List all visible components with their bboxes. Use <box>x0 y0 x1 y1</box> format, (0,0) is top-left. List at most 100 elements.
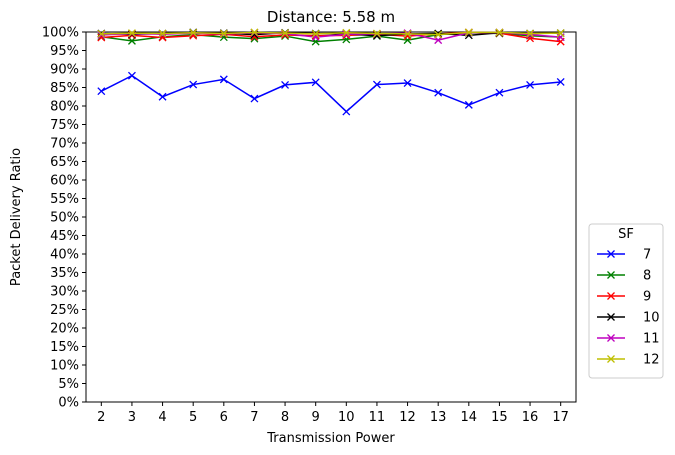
x-tick-label: 8 <box>281 410 289 425</box>
legend-item-11: 11 <box>597 332 660 347</box>
data-point <box>403 29 412 38</box>
series-9 <box>97 28 565 46</box>
data-point <box>342 30 351 39</box>
x-tick-label: 6 <box>220 410 228 425</box>
y-tick-label: 45% <box>50 229 79 244</box>
legend-swatch-marker <box>607 271 615 279</box>
legend-swatch-marker <box>607 355 615 363</box>
y-tick-label: 70% <box>50 137 79 152</box>
legend-item-8: 8 <box>597 269 651 284</box>
data-point <box>189 28 198 37</box>
x-tick-label: 3 <box>128 410 136 425</box>
y-tick-label: 50% <box>50 211 79 226</box>
data-point <box>403 79 412 88</box>
data-point <box>127 29 136 38</box>
data-point <box>372 29 381 38</box>
legend-label: 9 <box>643 290 651 305</box>
data-point <box>311 78 320 87</box>
y-tick-label: 100% <box>42 26 79 41</box>
data-point <box>434 30 443 39</box>
x-tick-label: 9 <box>312 410 320 425</box>
x-tick-label: 11 <box>369 410 386 425</box>
legend-item-12: 12 <box>597 353 660 368</box>
data-point <box>250 94 259 103</box>
legend-item-9: 9 <box>597 290 651 305</box>
x-tick-label: 15 <box>491 410 508 425</box>
data-point <box>311 33 320 42</box>
legend-item-10: 10 <box>597 311 660 326</box>
x-tick-label: 12 <box>399 410 416 425</box>
y-tick-label: 30% <box>50 285 79 300</box>
chart-title: Distance: 5.58 m <box>267 8 395 26</box>
x-tick-label: 10 <box>338 410 355 425</box>
y-axis-title: Packet Delivery Ratio <box>9 148 24 286</box>
data-point <box>526 30 535 39</box>
data-point <box>281 80 290 89</box>
legend-swatch-marker <box>607 292 615 300</box>
y-tick-label: 5% <box>58 377 79 392</box>
data-point <box>526 80 535 89</box>
x-tick-label: 4 <box>158 410 166 425</box>
y-tick-label: 90% <box>50 63 79 78</box>
legend-label: 7 <box>643 248 651 263</box>
data-point <box>495 28 504 37</box>
legend-label: 11 <box>643 332 660 347</box>
y-tick-label: 15% <box>50 340 79 355</box>
x-tick-label: 5 <box>189 410 197 425</box>
data-point <box>219 75 228 84</box>
y-tick-label: 25% <box>50 303 79 318</box>
plot-frame <box>85 31 577 403</box>
data-point <box>342 107 351 116</box>
x-tick-label: 13 <box>430 410 447 425</box>
data-point <box>434 29 443 38</box>
y-tick-label: 80% <box>50 100 79 115</box>
data-point <box>127 71 136 80</box>
legend-label: 12 <box>643 353 660 368</box>
x-tick-label: 2 <box>97 410 105 425</box>
x-tick-label: 17 <box>552 410 569 425</box>
y-tick-label: 75% <box>50 118 79 133</box>
x-tick-label: 7 <box>250 410 258 425</box>
data-point <box>311 29 320 38</box>
y-tick-label: 65% <box>50 155 79 170</box>
data-point <box>189 80 198 89</box>
legend-title: SF <box>618 227 634 242</box>
x-tick-label: 14 <box>461 410 478 425</box>
y-tick-label: 10% <box>50 359 79 374</box>
series-layer <box>97 28 565 116</box>
data-point <box>464 100 473 109</box>
data-point <box>464 28 473 37</box>
legend-swatch-marker <box>607 250 615 258</box>
y-tick-label: 0% <box>58 396 79 411</box>
legend-frame <box>588 223 664 379</box>
series-line-12 <box>101 31 561 36</box>
legend: SF 7 8 9 10 11 12 <box>588 223 664 379</box>
x-tick-label: 16 <box>522 410 539 425</box>
data-point <box>97 29 106 38</box>
y-tick-label: 55% <box>50 192 79 207</box>
legend-label: 8 <box>643 269 651 284</box>
y-tick-label: 95% <box>50 44 79 59</box>
data-point <box>250 28 259 37</box>
legend-label: 10 <box>643 311 660 326</box>
data-point <box>219 29 228 38</box>
data-point <box>158 29 167 38</box>
data-point <box>556 29 565 38</box>
data-point <box>342 28 351 37</box>
y-tick-label: 40% <box>50 248 79 263</box>
data-point <box>372 80 381 89</box>
legend-swatch-marker <box>607 334 615 342</box>
y-tick-label: 35% <box>50 266 79 281</box>
data-point <box>526 29 535 38</box>
series-12 <box>97 28 565 39</box>
y-tick-label: 20% <box>50 322 79 337</box>
data-point <box>97 31 106 39</box>
data-point <box>158 92 167 101</box>
y-tick-label: 60% <box>50 174 79 189</box>
data-point <box>556 77 565 86</box>
series-line-7 <box>100 74 561 113</box>
data-point <box>495 88 504 97</box>
legend-item-7: 7 <box>597 248 651 263</box>
series-7 <box>97 71 565 116</box>
legend-swatch-marker <box>607 313 615 321</box>
